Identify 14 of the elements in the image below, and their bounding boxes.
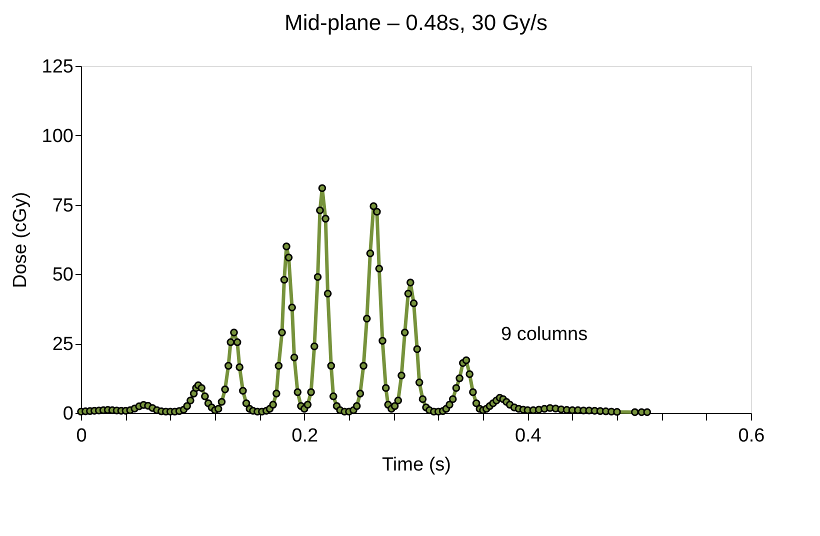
x-tick-label: 0.4 [514, 426, 542, 446]
y-tick-label: 0 [62, 404, 74, 424]
x-tick-label: 0 [76, 426, 87, 446]
x-axis-title: Time (s) [382, 454, 451, 476]
y-axis-title: Dose (cGy) [10, 192, 31, 288]
y-tick-label: 50 [52, 264, 74, 286]
y-tick-label: 25 [52, 334, 74, 356]
x-tick-label: 0.6 [738, 426, 765, 446]
annotation: 9 columns [501, 324, 588, 345]
y-tick-label: 75 [52, 195, 74, 216]
chart-title: Mid-plane – 0.48s, 30 Gy/s [284, 10, 548, 35]
y-tick-label: 125 [42, 56, 74, 78]
y-tick-label: 100 [42, 126, 74, 147]
x-tick-label: 0.2 [292, 426, 318, 446]
